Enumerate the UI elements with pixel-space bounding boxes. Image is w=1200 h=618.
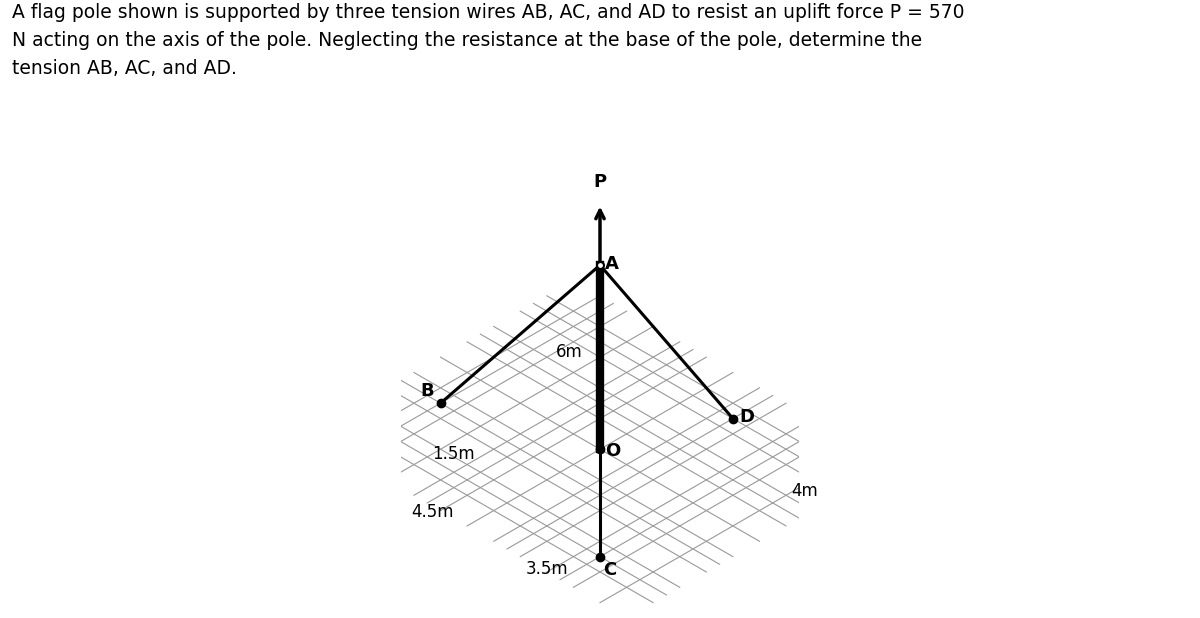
Text: O: O (606, 442, 620, 460)
Text: A flag pole shown is supported by three tension wires AB, AC, and AD to resist a: A flag pole shown is supported by three … (12, 4, 965, 78)
Text: 3.5m: 3.5m (526, 560, 568, 578)
Text: 4.5m: 4.5m (412, 503, 454, 521)
Text: B: B (421, 382, 434, 400)
Text: A: A (605, 255, 618, 273)
Text: 6m: 6m (556, 343, 583, 361)
Text: 4m: 4m (791, 481, 818, 499)
Text: C: C (604, 561, 617, 579)
Text: P: P (594, 174, 606, 192)
Text: D: D (739, 408, 754, 426)
Text: 1.5m: 1.5m (432, 444, 475, 463)
